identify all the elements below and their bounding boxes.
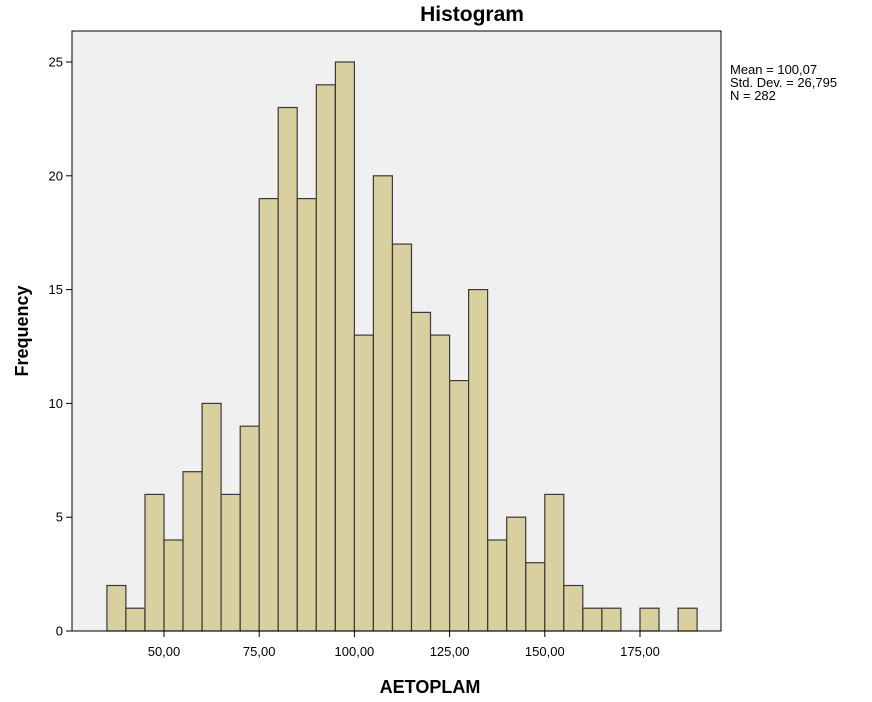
y-tick-label: 5 — [56, 510, 63, 525]
histogram-bar — [449, 380, 470, 632]
chart-title: Histogram — [420, 3, 524, 26]
histogram-bar — [334, 61, 355, 632]
histogram-bar — [220, 493, 241, 632]
histogram-bar — [315, 84, 336, 632]
histogram-bar — [106, 584, 127, 632]
x-axis-label: AETOPLAM — [380, 677, 481, 697]
histogram-bar — [487, 539, 508, 632]
histogram-bar — [506, 516, 527, 632]
x-axis: 50,00 75,00 100,00 125,00 150,00 175,00 — [148, 631, 660, 659]
histogram-bar — [239, 425, 260, 632]
y-tick-label: 20 — [49, 168, 63, 183]
stat-mean: Mean = 100,07 — [730, 62, 817, 77]
histogram-bar — [582, 607, 603, 632]
x-tick-label: 175,00 — [620, 644, 660, 659]
y-tick-label: 15 — [49, 282, 63, 297]
y-tick-label: 0 — [56, 624, 63, 639]
histogram-bar — [277, 106, 298, 632]
histogram-bar — [601, 607, 622, 632]
histogram-bar — [430, 334, 451, 632]
histogram-bar — [639, 607, 660, 632]
histogram-bar — [144, 493, 165, 632]
histogram-bar — [544, 493, 565, 632]
histogram-bar — [258, 198, 279, 632]
histogram-bar — [372, 175, 393, 632]
y-tick-label: 25 — [49, 55, 63, 70]
histogram-bar — [391, 243, 413, 632]
x-tick-label: 75,00 — [243, 644, 276, 659]
histogram-bar — [296, 198, 317, 632]
x-tick-label: 125,00 — [430, 644, 470, 659]
x-tick-label: 100,00 — [335, 644, 375, 659]
histogram-bar — [201, 402, 222, 632]
histogram-bar — [353, 334, 374, 632]
x-tick-label: 50,00 — [148, 644, 181, 659]
histogram-bar — [525, 562, 546, 632]
y-axis: 0 5 10 15 20 25 — [49, 55, 72, 639]
y-axis-label: Frequency — [12, 285, 32, 376]
histogram-bar — [563, 584, 584, 632]
stat-n: N = 282 — [730, 88, 776, 103]
histogram-bar — [410, 311, 432, 632]
x-tick-label: 150,00 — [525, 644, 565, 659]
histogram-bar — [125, 607, 146, 632]
histogram-bar — [468, 289, 489, 632]
plot-frame — [71, 30, 722, 632]
y-tick-label: 10 — [49, 396, 63, 411]
histogram-bar — [163, 539, 184, 632]
stat-std-dev: Std. Dev. = 26,795 — [730, 75, 837, 90]
histogram-bar — [677, 607, 698, 632]
histogram-bar — [182, 471, 203, 632]
